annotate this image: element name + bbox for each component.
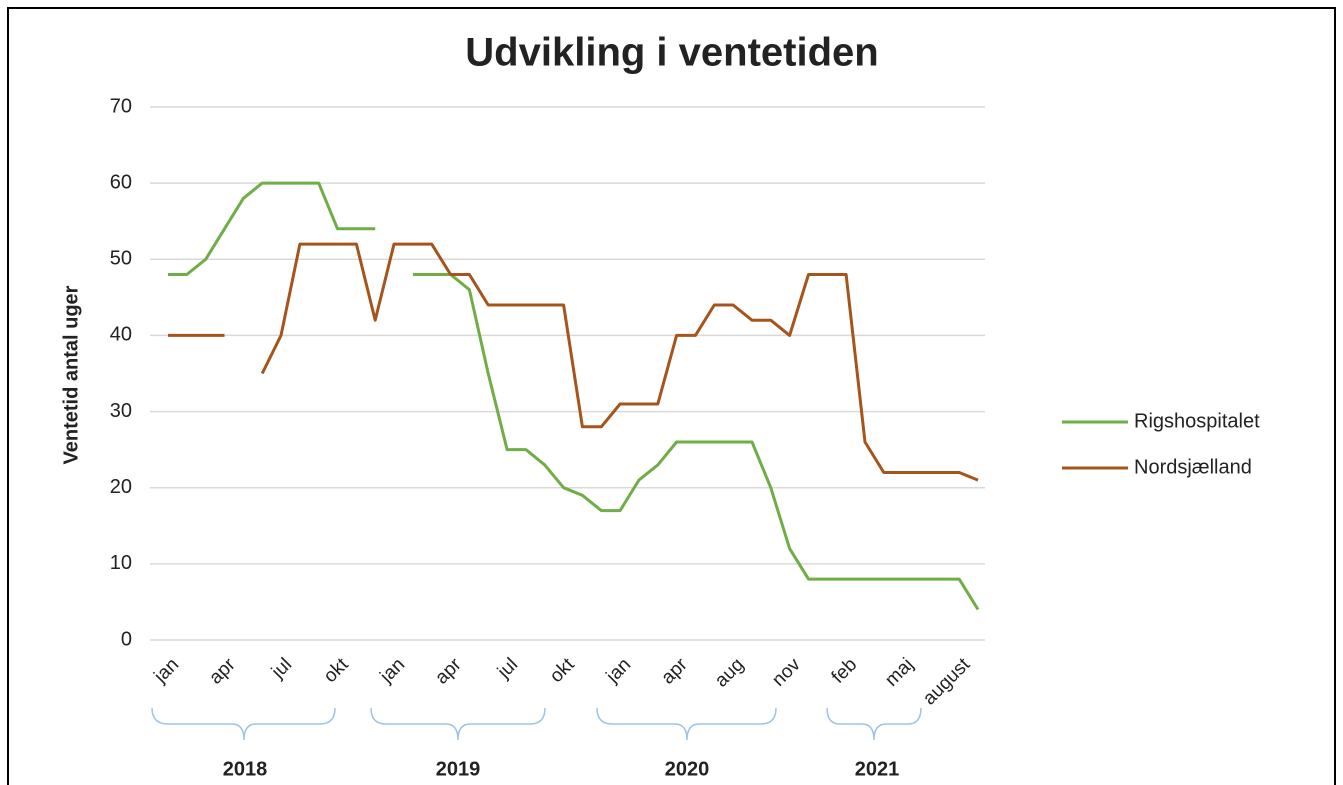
x-tick-label: jul (267, 654, 296, 683)
x-tick-label: apr (657, 654, 692, 689)
x-tick-label: okt (546, 654, 579, 687)
x-tick-label: apr (205, 654, 240, 689)
year-label: 2018 (223, 758, 268, 780)
x-tick-label: feb (828, 654, 862, 688)
line-series (168, 181, 980, 611)
legend-label: Rigshospitalet (1134, 410, 1260, 432)
x-tick-label: nov (768, 654, 805, 691)
year-label: 2021 (855, 758, 900, 780)
x-tick-label: jul (493, 654, 522, 683)
x-tick-label: jan (376, 654, 409, 687)
y-tick-label: 0 (121, 628, 132, 650)
y-tick-label: 30 (110, 400, 132, 422)
year-label: 2020 (665, 758, 710, 780)
y-tick-label: 70 (110, 95, 132, 117)
frame (7, 7, 1336, 785)
year-brackets (151, 707, 922, 741)
x-tick-label: maj (881, 654, 918, 691)
y-tick-label: 40 (110, 324, 132, 346)
line-series (168, 242, 979, 482)
y-tick-label: 50 (110, 248, 132, 270)
x-tick-label: august (919, 654, 975, 710)
chart-title: Udvikling i ventetiden (465, 31, 878, 75)
y-tick-label: 60 (110, 171, 132, 193)
legend-label: Nordsjælland (1134, 456, 1252, 478)
y-axis-label: Ventetid antal uger (60, 285, 82, 464)
x-tick-label: jan (150, 654, 183, 687)
x-tick-label: apr (431, 654, 466, 689)
x-tick-label: aug (711, 654, 748, 691)
y-tick-label: 10 (110, 552, 132, 574)
x-tick-label: jan (602, 654, 635, 687)
year-label: 2019 (436, 758, 481, 780)
y-tick-label: 20 (110, 476, 132, 498)
x-tick-label: okt (320, 654, 353, 687)
